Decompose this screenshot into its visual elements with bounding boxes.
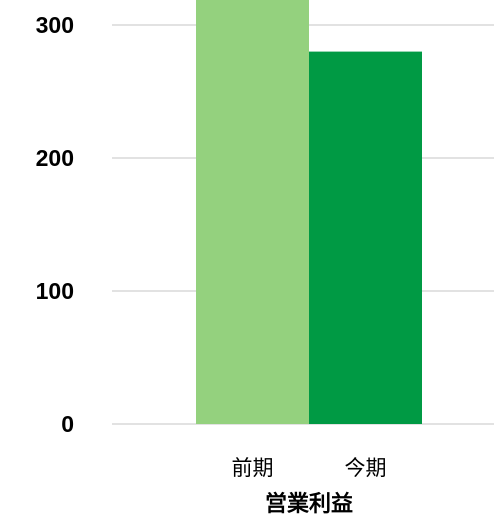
x-axis-category-labels: 前期 今期 xyxy=(232,456,387,480)
y-tick-label-200: 200 xyxy=(36,145,74,171)
x-axis-title: 営業利益 xyxy=(265,491,353,517)
x-category-label-2: 今期 xyxy=(345,456,387,480)
y-axis-tick-labels: 0 100 200 300 xyxy=(36,12,74,437)
y-tick-label-100: 100 xyxy=(36,278,74,304)
y-tick-label-0: 0 xyxy=(61,411,74,437)
y-tick-label-300: 300 xyxy=(36,12,74,38)
bars xyxy=(196,0,422,424)
bar-2 xyxy=(309,51,422,424)
bar-1 xyxy=(196,0,309,424)
x-category-label-1: 前期 xyxy=(232,456,274,480)
